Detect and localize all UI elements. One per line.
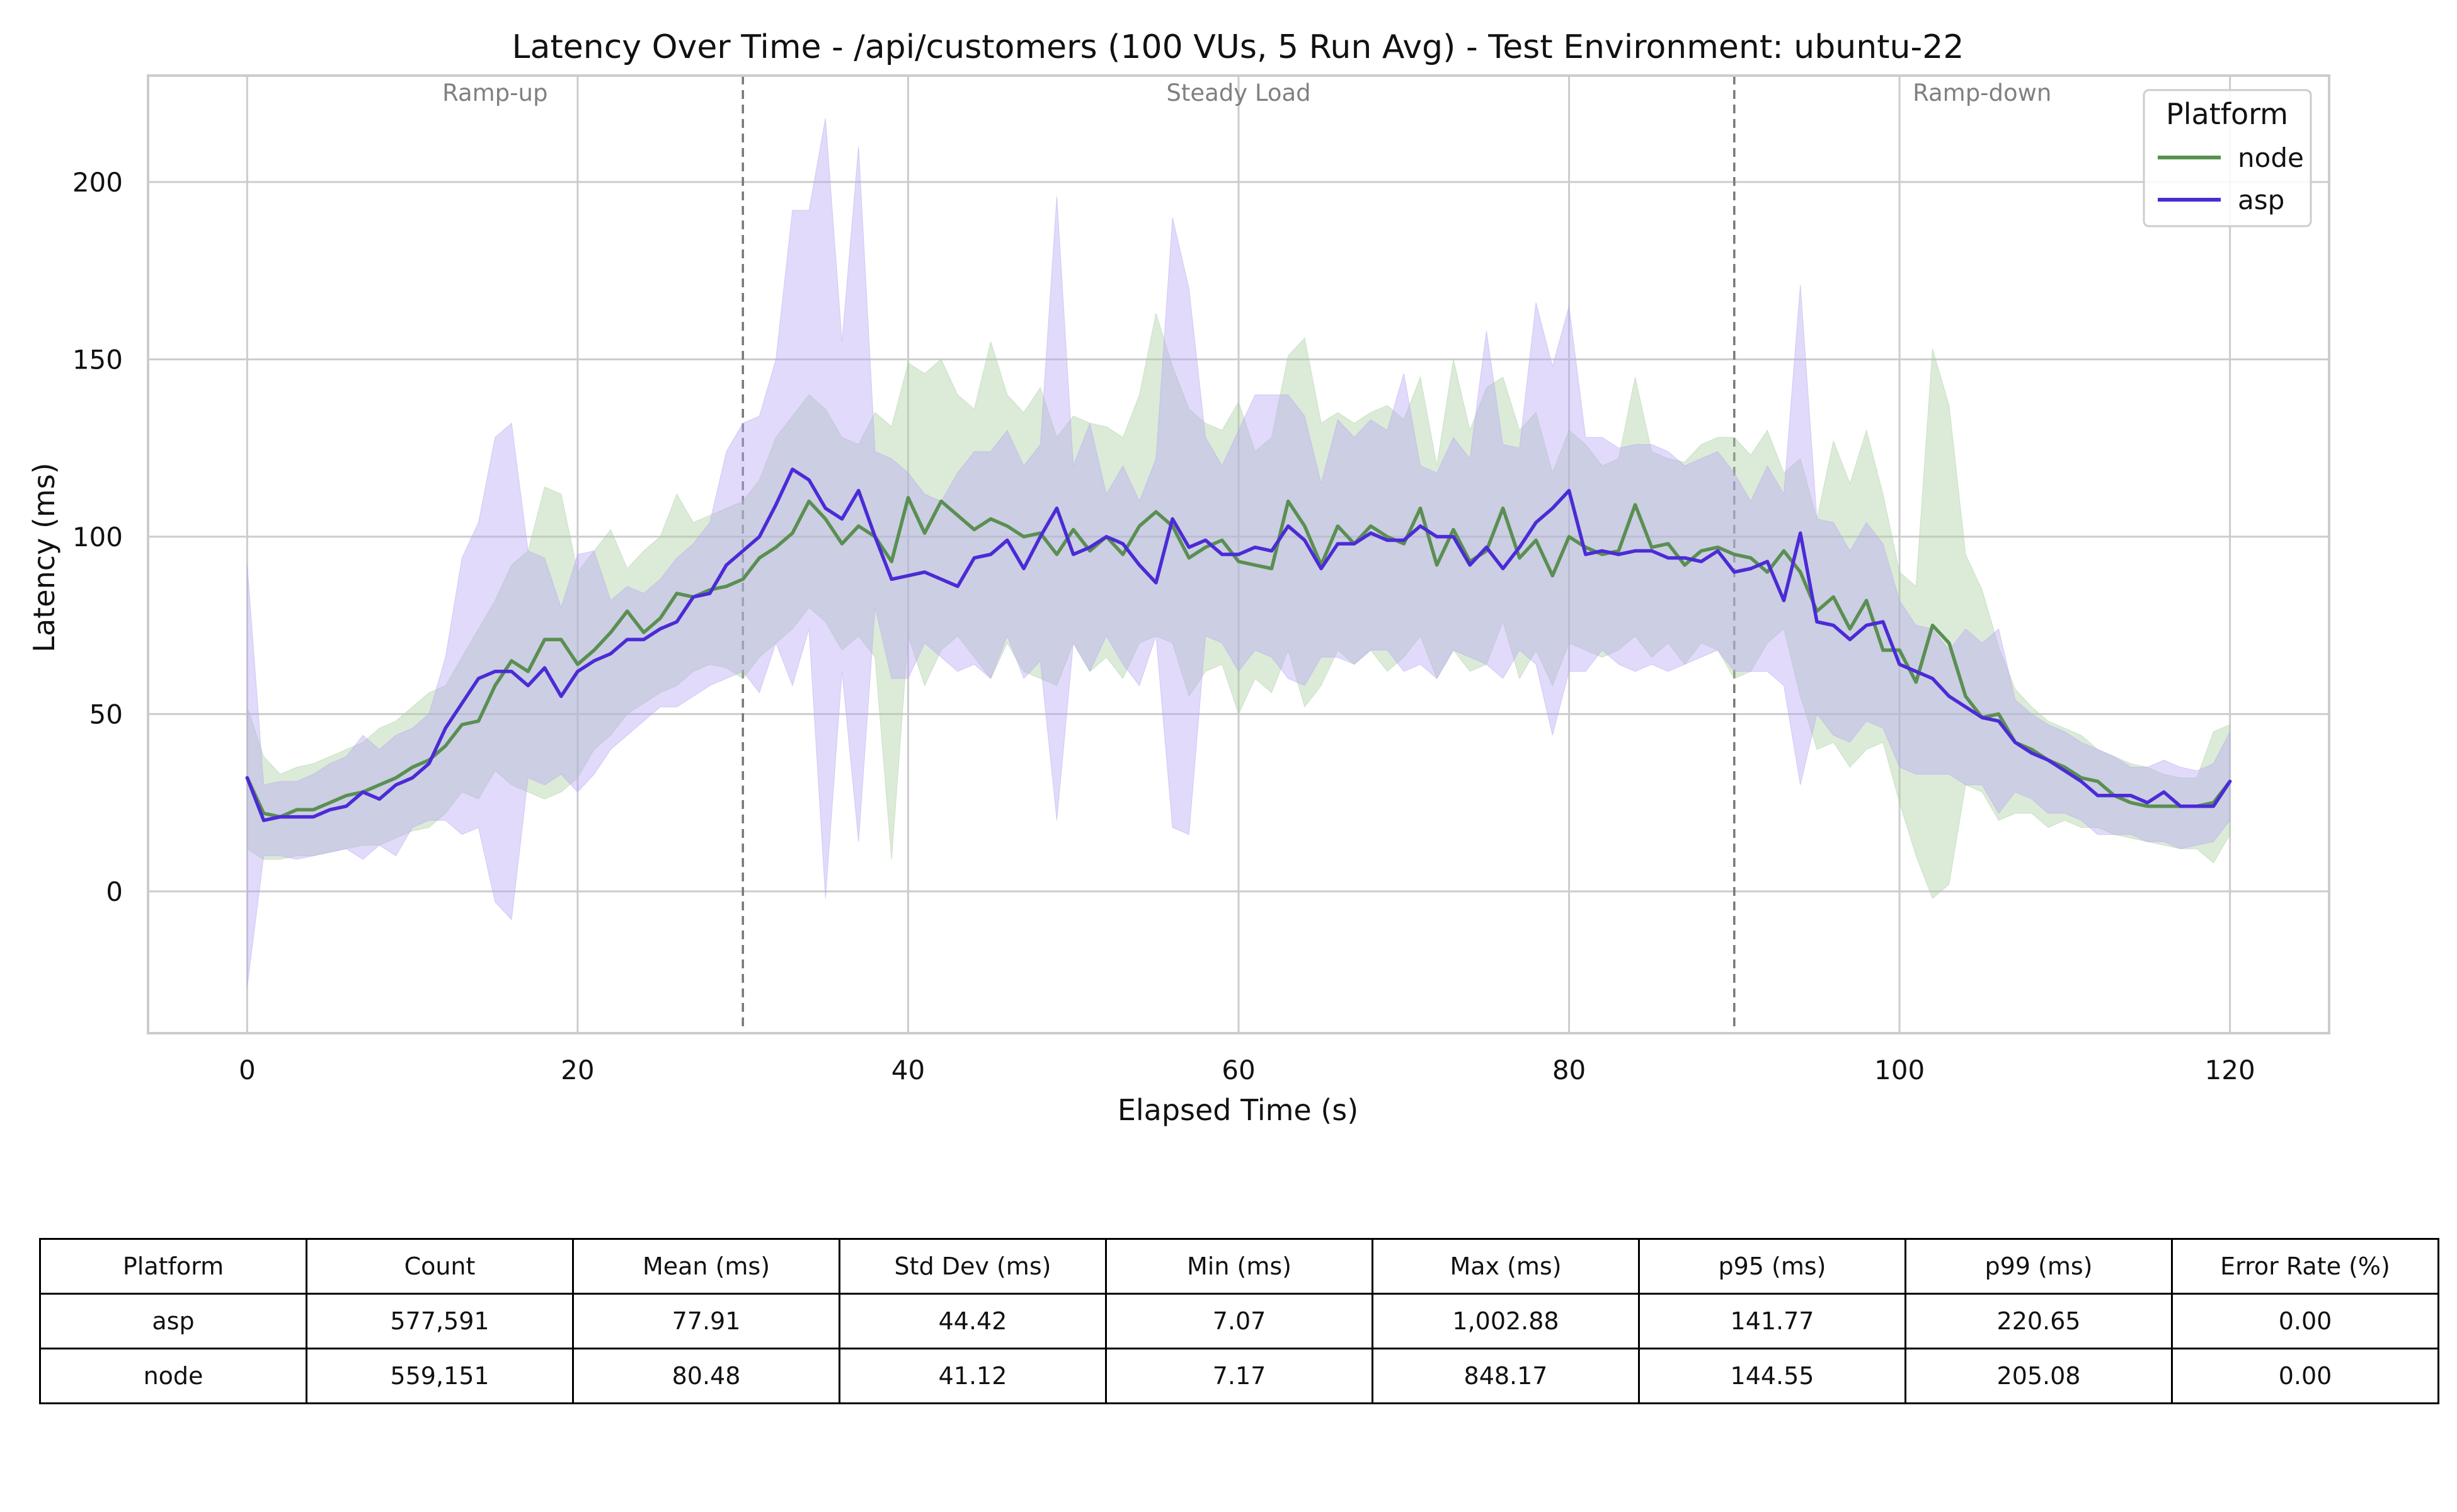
legend-label-asp: asp xyxy=(2238,185,2284,215)
phase-label: Steady Load xyxy=(1166,79,1310,106)
table-cell: 577,591 xyxy=(306,1293,574,1349)
x-tick-label: 120 xyxy=(2205,1055,2255,1085)
table-cell: p99 (ms) xyxy=(1904,1238,2173,1295)
table-header-row: Platform Count Mean (ms) Std Dev (ms) Min (m… xyxy=(39,1238,2439,1295)
chart-grid xyxy=(148,76,2329,1033)
x-axis-label: Elapsed Time (s) xyxy=(1118,1093,1358,1127)
table-row: node 559,151 80.48 41.12 7.17 848.17 144.55 205… xyxy=(39,1348,2439,1404)
x-tick-label: 20 xyxy=(561,1055,594,1085)
table-cell: asp xyxy=(39,1293,307,1349)
table-cell: Platform xyxy=(39,1238,307,1295)
legend-title: Platform xyxy=(2166,97,2288,131)
table-cell: 7.17 xyxy=(1105,1348,1373,1404)
phase-label: Ramp-up xyxy=(442,79,547,106)
y-tick-label: 50 xyxy=(89,699,123,730)
y-tick-label: 200 xyxy=(72,167,123,198)
table-cell: 77.91 xyxy=(572,1293,840,1349)
x-tick-label: 100 xyxy=(1874,1055,1925,1085)
y-tick-label: 100 xyxy=(72,522,123,553)
series-lines xyxy=(245,467,2232,822)
table-cell: 559,151 xyxy=(306,1348,574,1404)
legend-box xyxy=(2143,89,2312,227)
table-cell: 205.08 xyxy=(1904,1348,2173,1404)
y-tick-label: 150 xyxy=(72,344,123,375)
table-cell: Max (ms) xyxy=(1372,1238,1640,1295)
table-cell: 80.48 xyxy=(572,1348,840,1404)
node-band xyxy=(246,313,2231,899)
x-tick-label: 80 xyxy=(1552,1055,1586,1085)
node-series-line xyxy=(245,496,2232,819)
table-cell: 41.12 xyxy=(839,1348,1107,1404)
phase-label: Ramp-down xyxy=(1913,79,2051,106)
table-cell: 7.07 xyxy=(1105,1293,1373,1349)
table-cell: 220.65 xyxy=(1904,1293,2173,1349)
table-cell: 0.00 xyxy=(2171,1293,2439,1349)
x-tick-label: 0 xyxy=(239,1055,256,1085)
table-cell: 1,002.88 xyxy=(1372,1293,1640,1349)
table-cell: 144.55 xyxy=(1638,1348,1906,1404)
x-tick-label: 60 xyxy=(1222,1055,1255,1085)
table-cell: Std Dev (ms) xyxy=(839,1238,1107,1295)
table-cell: node xyxy=(39,1348,307,1404)
table-row: asp 577,591 77.91 44.42 7.07 1,002.88 141.77 22… xyxy=(39,1293,2439,1349)
y-tick-label: 0 xyxy=(106,876,123,907)
y-tick-labels: 0 50 100 150 200 xyxy=(72,167,123,907)
table-cell: Count xyxy=(306,1238,574,1295)
table-cell: 0.00 xyxy=(2171,1348,2439,1404)
table-cell: 44.42 xyxy=(839,1293,1107,1349)
table-cell: 141.77 xyxy=(1638,1293,1906,1349)
table-cell: p95 (ms) xyxy=(1638,1238,1906,1295)
legend: Platform node asp xyxy=(2143,89,2312,227)
stats-table: Platform Count Mean (ms) Std Dev (ms) Min (m… xyxy=(39,1238,2439,1404)
x-tick-labels: 0 20 40 60 80 100 120 xyxy=(239,1055,2255,1085)
plot-frame xyxy=(147,74,2330,1034)
table-cell: Mean (ms) xyxy=(572,1238,840,1295)
legend-label-node: node xyxy=(2238,142,2304,173)
chart-title: Latency Over Time - /api/customers (100 … xyxy=(512,28,1964,66)
table-cell: Min (ms) xyxy=(1105,1238,1373,1295)
phase-labels: Ramp-up Steady Load Ramp-down xyxy=(442,79,2051,106)
y-axis-label: Latency (ms) xyxy=(27,462,61,652)
table-cell: 848.17 xyxy=(1372,1348,1640,1404)
table-cell: Error Rate (%) xyxy=(2171,1238,2439,1295)
asp-series-line xyxy=(245,467,2232,822)
x-tick-label: 40 xyxy=(891,1055,925,1085)
